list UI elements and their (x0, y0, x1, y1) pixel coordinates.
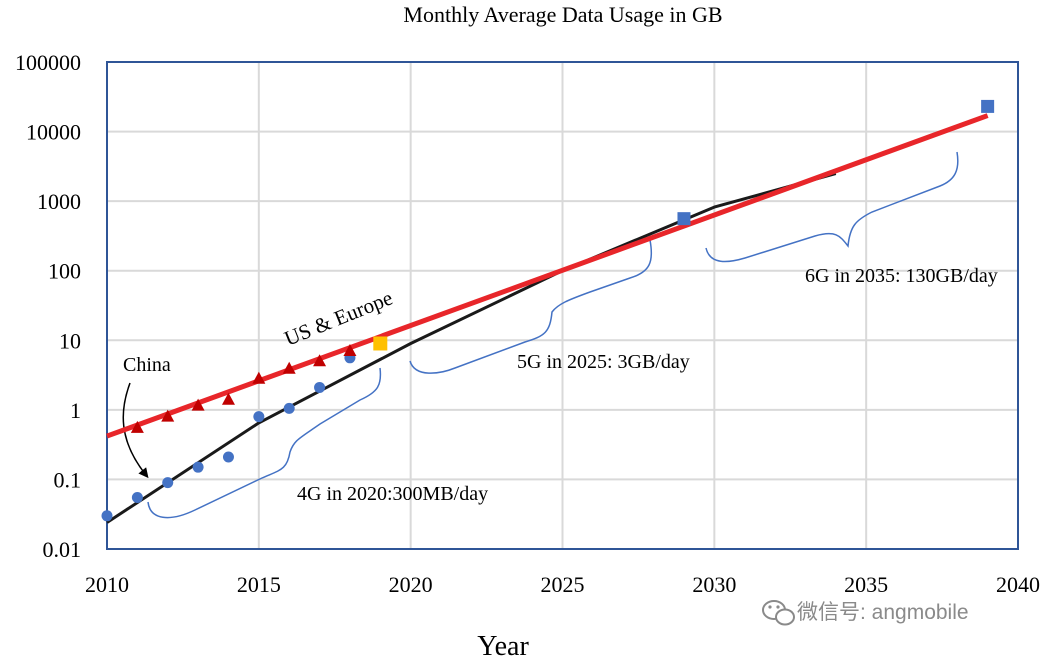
china-point (192, 461, 204, 473)
watermark: 微信号: angmobile (762, 600, 969, 626)
china-point (314, 381, 326, 393)
us-europe-point (161, 409, 175, 422)
us-europe-point (221, 392, 235, 405)
y-tick-label: 0.01 (43, 537, 82, 562)
china-point (131, 491, 143, 503)
plot-frame (106, 61, 1019, 550)
y-tick-label: 10 (59, 328, 81, 353)
y-tick-label: 0.1 (54, 467, 82, 492)
forecast-point (981, 99, 995, 113)
us-europe-point (130, 420, 144, 433)
us-europe-point (252, 371, 266, 384)
label-6g: 6G in 2035: 130GB/day (805, 265, 998, 287)
brace-5g (409, 239, 653, 374)
watermark-text: 微信号: angmobile (797, 601, 969, 624)
x-tick-label: 2010 (85, 572, 129, 597)
china-point (283, 402, 295, 414)
x-tick-labels: 2010 2015 2020 2025 2030 2035 2040 (85, 572, 1040, 597)
x-tick-label: 2020 (389, 572, 433, 597)
y-tick-labels: 0.01 0.1 1 10 100 1000 10000 100000 (15, 50, 81, 562)
us-europe-point (343, 344, 357, 357)
data-points (101, 99, 995, 522)
x-tick-label: 2015 (237, 572, 281, 597)
us-europe-point (191, 398, 205, 411)
brace-6g (705, 151, 959, 263)
china-point (222, 451, 234, 463)
china-point (253, 411, 265, 423)
forecast-point (677, 212, 691, 226)
y-tick-label: 10000 (26, 120, 81, 145)
china-arrow (122, 382, 149, 479)
trend-lines (106, 113, 989, 524)
y-tick-label: 1000 (37, 189, 81, 214)
us-europe-point (282, 361, 296, 374)
china-point (101, 510, 113, 522)
x-tick-label: 2040 (996, 572, 1040, 597)
chart-title: Monthly Average Data Usage in GB (403, 2, 722, 27)
y-tick-label: 1 (70, 398, 81, 423)
x-tick-label: 2030 (692, 572, 736, 597)
wechat-icon (762, 600, 795, 626)
highlight-point-2019 (373, 336, 388, 351)
china-label: China (123, 354, 171, 376)
label-4g: 4G in 2020:300MB/day (297, 483, 488, 505)
grid (106, 61, 1019, 550)
china-trend-line (106, 172, 837, 524)
label-5g: 5G in 2025: 3GB/day (517, 351, 690, 373)
x-tick-label: 2025 (541, 572, 585, 597)
x-axis-label: Year (477, 631, 529, 662)
x-tick-label: 2035 (844, 572, 888, 597)
y-tick-label: 100 (48, 259, 81, 284)
brace-4g (147, 367, 382, 519)
y-tick-label: 100000 (15, 50, 81, 75)
china-point (162, 477, 174, 489)
us-europe-point (313, 354, 327, 367)
